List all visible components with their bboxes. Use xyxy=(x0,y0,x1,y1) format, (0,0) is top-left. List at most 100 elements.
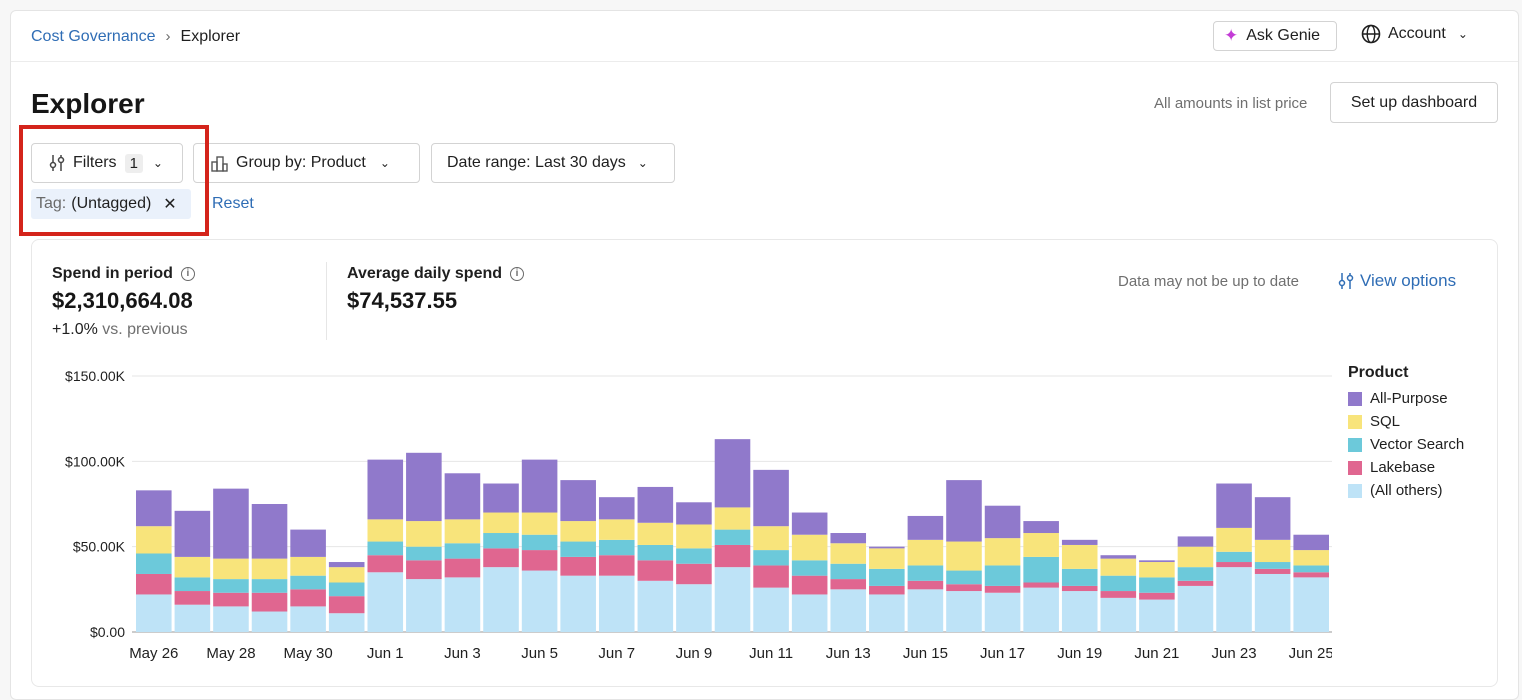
legend-title: Product xyxy=(1348,364,1409,381)
bar-segment xyxy=(521,550,558,571)
x-tick-label: Jun 9 xyxy=(676,645,713,662)
legend-label: (All others) xyxy=(1370,482,1443,499)
view-options-button[interactable]: View options xyxy=(1338,271,1456,291)
bar-segment xyxy=(136,526,172,554)
bar-segment xyxy=(328,613,365,632)
bar-segment xyxy=(753,469,789,527)
account-menu[interactable]: Account ⌄ xyxy=(1361,24,1468,44)
x-tick-label: Jun 1 xyxy=(367,645,404,662)
filters-button[interactable]: Filters 1 ⌄ xyxy=(31,143,183,183)
bar-segment xyxy=(753,565,789,588)
reset-filters-link[interactable]: Reset xyxy=(212,195,254,212)
kpi-divider xyxy=(326,262,327,340)
bar-segment xyxy=(521,570,558,632)
bar-segment xyxy=(1293,550,1329,566)
legend-label: Lakebase xyxy=(1370,459,1436,476)
account-label: Account xyxy=(1388,25,1446,42)
x-tick-label: Jun 21 xyxy=(1134,645,1179,662)
bar-segment xyxy=(869,568,905,586)
legend-swatch xyxy=(1348,437,1362,452)
bar-segment xyxy=(791,534,828,561)
bar-segment xyxy=(1023,521,1059,534)
chart-legend: Product All-Purpose SQL Vector Search La… xyxy=(1348,364,1464,502)
bar-segment xyxy=(1023,556,1059,583)
bar-segment xyxy=(984,565,1021,586)
bar-segment xyxy=(984,585,1021,593)
bar-segment xyxy=(367,541,404,556)
bar-segment xyxy=(174,591,211,605)
bar-segment xyxy=(483,483,519,513)
bar-segment xyxy=(1216,527,1252,552)
setup-dashboard-button[interactable]: Set up dashboard xyxy=(1330,82,1498,123)
bar-segment xyxy=(1100,575,1137,592)
info-icon[interactable]: i xyxy=(180,267,195,281)
bar-segment xyxy=(1293,577,1329,632)
bar-segment xyxy=(984,538,1021,566)
legend-label: SQL xyxy=(1370,413,1401,430)
bar-segment xyxy=(637,486,674,523)
bar-segment xyxy=(676,524,712,549)
chevron-down-icon: ⌄ xyxy=(152,156,163,170)
legend-label: All-Purpose xyxy=(1370,390,1448,407)
bar-segment xyxy=(830,543,867,564)
bar-segment xyxy=(1254,497,1291,540)
bar-segment xyxy=(1061,544,1098,569)
x-tick-label: May 30 xyxy=(284,645,333,662)
bar-segment xyxy=(984,505,1021,539)
x-tick-label: Jun 17 xyxy=(980,645,1025,662)
bar-segment xyxy=(1254,539,1291,563)
breadcrumb-cost-governance-link[interactable]: Cost Governance xyxy=(31,28,156,45)
bar-segment xyxy=(714,544,751,568)
legend-item-all-purpose[interactable]: All-Purpose xyxy=(1348,387,1464,410)
x-tick-label: May 26 xyxy=(129,645,178,662)
bar-segment xyxy=(753,526,789,551)
bar-segment xyxy=(521,534,558,551)
bar-segment xyxy=(483,533,519,549)
chevron-down-icon: ⌄ xyxy=(379,156,390,170)
bar-segment xyxy=(676,584,712,632)
bar-segment xyxy=(1139,592,1175,600)
bar-segment xyxy=(676,548,712,564)
bar-segment xyxy=(213,558,249,580)
x-tick-label: Jun 15 xyxy=(903,645,948,662)
bar-segment xyxy=(714,507,751,530)
bar-segment xyxy=(1254,573,1291,632)
bar-segment xyxy=(1139,562,1175,578)
legend-item-lakebase[interactable]: Lakebase xyxy=(1348,456,1464,479)
bar-segment xyxy=(598,575,635,632)
spend-in-period-label: Spend in period i xyxy=(52,265,195,283)
legend-swatch xyxy=(1348,460,1362,475)
bar-segment xyxy=(367,572,404,632)
legend-item-vector-search[interactable]: Vector Search xyxy=(1348,433,1464,456)
bar-segment xyxy=(676,502,712,525)
bar-segment xyxy=(869,585,905,595)
bar-segment xyxy=(328,582,365,597)
group-by-dropdown[interactable]: Group by: Product ⌄ xyxy=(193,143,420,183)
bar-segment xyxy=(213,579,249,593)
bar-segment xyxy=(1100,597,1137,632)
bar-segment xyxy=(483,567,519,632)
bar-segment xyxy=(1177,567,1214,581)
ask-genie-button[interactable]: ✦ Ask Genie xyxy=(1213,21,1337,51)
app-window: Cost Governance › Explorer ✦ Ask Genie Acc… xyxy=(10,10,1519,700)
close-icon[interactable]: ✕ xyxy=(163,196,177,213)
legend-swatch xyxy=(1348,414,1362,429)
sliders-icon xyxy=(1338,273,1354,289)
bar-segment xyxy=(1023,582,1059,588)
bar-segment xyxy=(367,459,404,520)
bar-segment xyxy=(367,555,404,573)
bar-segment xyxy=(136,594,172,632)
top-bar: Cost Governance › Explorer ✦ Ask Genie Acc… xyxy=(11,11,1518,62)
spend-delta-value: +1.0% xyxy=(52,321,98,338)
bar-segment xyxy=(598,555,635,576)
bar-segment xyxy=(174,510,211,557)
bar-segment xyxy=(483,512,519,534)
bar-segment xyxy=(406,452,442,522)
bar-segment xyxy=(984,592,1021,632)
x-tick-label: Jun 23 xyxy=(1212,645,1257,662)
info-icon[interactable]: i xyxy=(510,267,525,281)
date-range-dropdown[interactable]: Date range: Last 30 days ⌄ xyxy=(431,143,675,183)
bar-segment xyxy=(444,577,481,632)
legend-item-all-others[interactable]: (All others) xyxy=(1348,479,1464,502)
legend-item-sql[interactable]: SQL xyxy=(1348,410,1464,433)
